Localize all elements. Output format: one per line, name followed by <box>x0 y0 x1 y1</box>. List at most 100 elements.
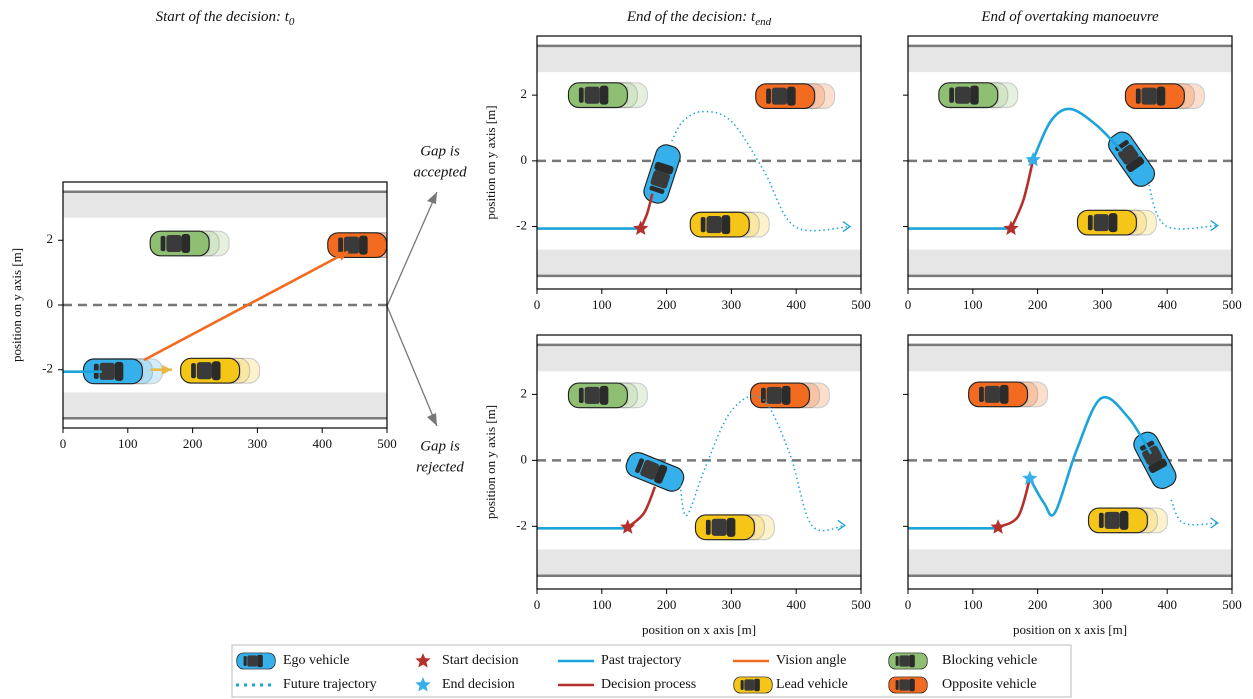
car-roof <box>650 170 671 189</box>
legend-label: End decision <box>442 677 515 692</box>
x-tick-label: 200 <box>1028 297 1048 312</box>
x-tick-label: 0 <box>534 597 541 612</box>
car-rear-window <box>191 363 196 379</box>
car-rear-window <box>243 656 247 666</box>
car-windshield <box>1119 510 1129 530</box>
car <box>694 514 755 541</box>
legend-label: Start decision <box>442 653 519 668</box>
car-rear-window <box>1098 512 1104 528</box>
car-roof <box>954 86 971 104</box>
car-windshield <box>257 654 263 668</box>
arrow-fill <box>336 251 349 261</box>
x-tick-label: 200 <box>1028 597 1048 612</box>
car <box>968 381 1029 408</box>
axes-frame <box>907 35 1233 290</box>
car-windshield <box>1125 156 1145 173</box>
legend-star <box>415 653 431 668</box>
y-tick-label: 2 <box>521 385 528 400</box>
decision-star <box>1022 470 1038 485</box>
car-roof <box>899 679 910 691</box>
car-roof <box>899 655 910 667</box>
car-rear-window <box>895 680 899 690</box>
car <box>689 211 750 238</box>
car-windshield <box>781 385 791 405</box>
car-roof <box>766 386 782 404</box>
road-shoulder <box>908 549 1232 576</box>
accept-arrow-head <box>427 192 437 204</box>
x-tick-label: 0 <box>905 597 912 612</box>
arrow-head <box>837 519 846 531</box>
car-roof <box>247 655 258 667</box>
car-rear-window <box>740 680 744 690</box>
y-tick-label: 0 <box>521 152 528 167</box>
car-windshield <box>726 517 736 537</box>
arrow-fill <box>161 364 172 375</box>
title-subscript: end <box>755 16 771 28</box>
car <box>180 357 241 384</box>
panel-title: End of overtaking manoeuvre <box>980 9 1159 25</box>
x-tick-label: 300 <box>722 597 742 612</box>
legend-car <box>236 652 276 670</box>
car-roof <box>166 234 182 253</box>
car-roof <box>1141 87 1157 105</box>
x-tick-label: 100 <box>592 297 612 312</box>
road-shoulder <box>908 344 1232 372</box>
y-tick-label: 0 <box>47 296 54 311</box>
car-windshield <box>1156 86 1166 106</box>
reject-arrow <box>386 305 438 427</box>
x-tick-label: 500 <box>1222 597 1242 612</box>
x-tick-label: 400 <box>786 297 806 312</box>
x-tick-label: 400 <box>312 436 332 451</box>
car <box>755 83 816 110</box>
car-roof <box>1142 445 1163 466</box>
y-axis-label: position on y axis [m] <box>483 105 498 219</box>
x-tick-label: 500 <box>851 297 871 312</box>
road-shoulder <box>908 45 1232 73</box>
car-rear-window <box>766 88 771 104</box>
title-text: Start of the decision: t <box>156 9 290 25</box>
arrow-head <box>161 364 172 375</box>
legend-label: Ego vehicle <box>283 653 349 668</box>
car-roof <box>771 87 788 105</box>
plot-area <box>908 343 1232 578</box>
gap-annotation: Gap is <box>420 143 460 159</box>
road-shoulder <box>908 249 1232 276</box>
title-text: End of the decision: t <box>626 9 756 25</box>
trajectory <box>1031 107 1123 161</box>
car-rear-window <box>1135 88 1141 104</box>
plot-area <box>537 343 861 578</box>
car-windshield <box>599 385 609 405</box>
car <box>1087 507 1148 534</box>
gap-annotation: accepted <box>413 164 467 180</box>
car-windshield <box>787 86 796 106</box>
panel-title: Start of the decision: t0 <box>156 9 295 27</box>
car-roof <box>584 386 600 404</box>
car <box>567 82 628 109</box>
trajectory <box>679 394 845 532</box>
legend-label: Opposite vehicle <box>942 677 1036 692</box>
title-text: End of overtaking manoeuvre <box>980 9 1159 25</box>
car-rear-window <box>578 87 584 103</box>
trajectory <box>1147 180 1218 230</box>
x-tick-label: 200 <box>657 597 677 612</box>
car-rear-window <box>160 235 166 252</box>
car-roof <box>99 362 115 380</box>
road-shoulder <box>537 249 861 276</box>
car-windshield <box>754 678 760 692</box>
car-rear-window <box>761 387 766 403</box>
decision-star <box>1003 220 1019 235</box>
car-windshield <box>181 234 191 253</box>
road-shoulder <box>537 344 861 372</box>
y-tick-label: 2 <box>521 86 528 101</box>
trajectory <box>143 250 349 362</box>
car <box>149 230 210 257</box>
arrow-head <box>1210 517 1219 529</box>
x-tick-label: 300 <box>1093 597 1113 612</box>
x-tick-label: 500 <box>377 436 397 451</box>
y-tick-label: -2 <box>516 218 527 233</box>
legend-label: Lead vehicle <box>776 677 848 692</box>
x-tick-label: 0 <box>534 297 541 312</box>
car-rear-window <box>949 87 955 103</box>
y-axis-label: position on y axis [m] <box>483 405 498 519</box>
